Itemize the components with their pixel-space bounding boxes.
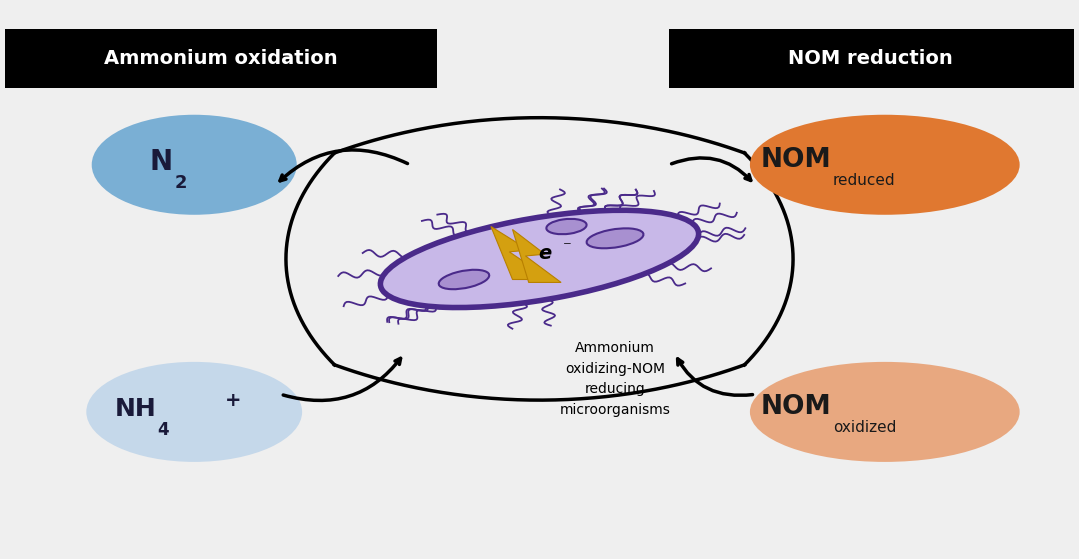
Ellipse shape — [92, 115, 297, 215]
Text: oxidized: oxidized — [833, 420, 897, 435]
Text: Ammonium oxidation: Ammonium oxidation — [105, 49, 338, 68]
FancyBboxPatch shape — [5, 30, 437, 88]
Text: NOM: NOM — [761, 394, 831, 420]
Text: NOM: NOM — [761, 147, 831, 173]
Text: Ammonium
oxidizing-NOM
reducing
microorganisms: Ammonium oxidizing-NOM reducing microorg… — [560, 342, 670, 417]
Text: N: N — [150, 148, 173, 176]
FancyBboxPatch shape — [669, 30, 1074, 88]
Text: ⁻: ⁻ — [563, 238, 572, 256]
Text: NOM reduction: NOM reduction — [789, 49, 953, 68]
Text: e: e — [538, 244, 551, 263]
Text: NH: NH — [114, 397, 156, 421]
Ellipse shape — [86, 362, 302, 462]
Ellipse shape — [439, 270, 489, 289]
Ellipse shape — [750, 115, 1020, 215]
Ellipse shape — [381, 210, 698, 307]
Text: 4: 4 — [158, 421, 169, 439]
Text: 2: 2 — [175, 174, 188, 192]
Polygon shape — [513, 230, 561, 282]
Ellipse shape — [750, 362, 1020, 462]
Text: reduced: reduced — [833, 173, 896, 188]
Text: +: + — [224, 391, 241, 410]
Ellipse shape — [587, 228, 643, 248]
Ellipse shape — [546, 219, 587, 234]
Polygon shape — [491, 226, 550, 280]
